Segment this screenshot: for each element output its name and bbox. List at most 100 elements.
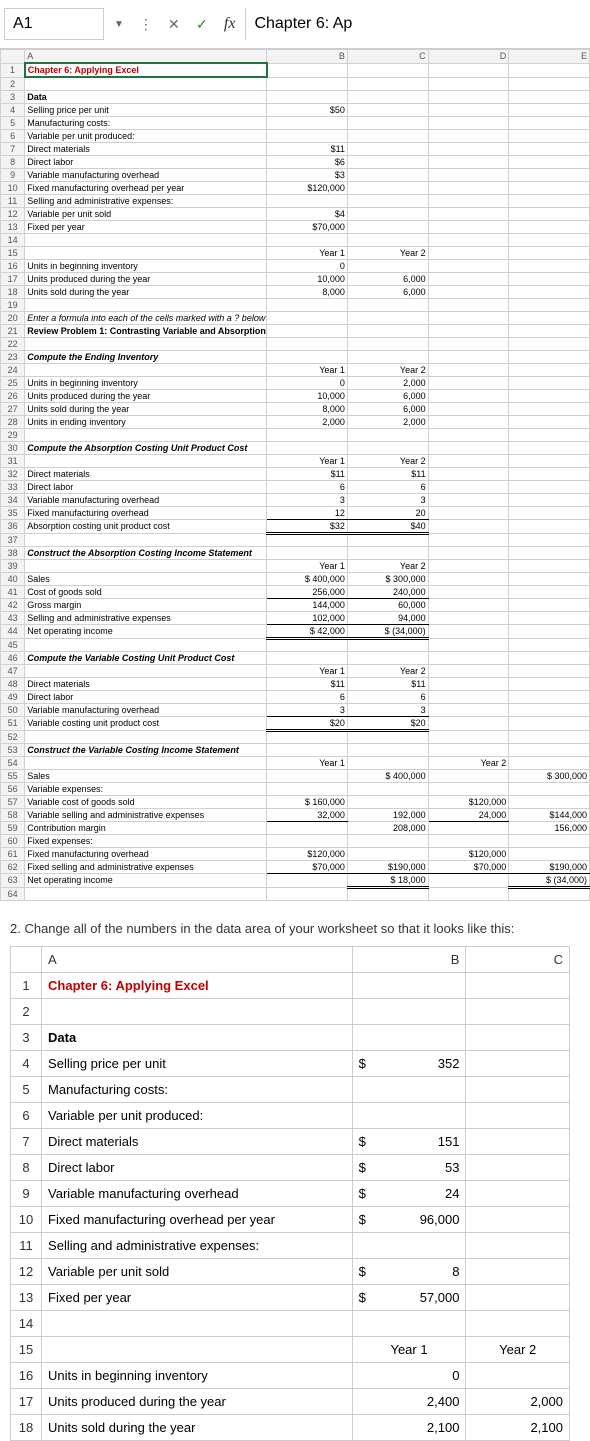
cell[interactable]: [428, 651, 509, 664]
cell[interactable]: $20: [267, 716, 348, 730]
cell[interactable]: [509, 834, 590, 847]
cell[interactable]: [509, 533, 590, 546]
cell[interactable]: 256,000: [267, 585, 348, 598]
row-header[interactable]: 30: [1, 441, 25, 454]
cell[interactable]: Variable manufacturing overhead: [25, 493, 267, 506]
cell[interactable]: [466, 1362, 570, 1388]
row-header[interactable]: 10: [11, 1206, 42, 1232]
cell[interactable]: [509, 389, 590, 402]
cell[interactable]: Year 2: [347, 246, 428, 259]
cell[interactable]: [428, 311, 509, 324]
cell[interactable]: [428, 168, 509, 181]
cell[interactable]: 6: [267, 480, 348, 493]
cell[interactable]: Units in beginning inventory: [42, 1362, 353, 1388]
cell[interactable]: [509, 480, 590, 493]
cell[interactable]: Sales: [25, 769, 267, 782]
row-header[interactable]: 13: [1, 220, 25, 233]
cell[interactable]: [428, 77, 509, 90]
cell[interactable]: $20: [347, 716, 428, 730]
row-header[interactable]: 18: [11, 1414, 42, 1440]
cell[interactable]: $352: [352, 1050, 466, 1076]
cell[interactable]: [352, 1232, 466, 1258]
cell[interactable]: [428, 129, 509, 142]
cell[interactable]: Fixed manufacturing overhead per year: [42, 1206, 353, 1232]
cell[interactable]: [347, 533, 428, 546]
cell[interactable]: Chapter 6: Applying Excel: [25, 63, 267, 77]
cell[interactable]: [267, 782, 348, 795]
cell[interactable]: $57,000: [352, 1284, 466, 1310]
cell[interactable]: $4: [267, 207, 348, 220]
cell[interactable]: [267, 769, 348, 782]
cell[interactable]: [267, 834, 348, 847]
cell[interactable]: [428, 207, 509, 220]
row-header[interactable]: 62: [1, 860, 25, 873]
cell[interactable]: [428, 743, 509, 756]
cell[interactable]: [509, 454, 590, 467]
cell[interactable]: $ 400,000: [347, 769, 428, 782]
cell[interactable]: Variable manufacturing overhead: [25, 168, 267, 181]
cell[interactable]: [466, 1128, 570, 1154]
cell[interactable]: [428, 585, 509, 598]
cell[interactable]: Units sold during the year: [25, 402, 267, 415]
cell[interactable]: 94,000: [347, 611, 428, 624]
cell[interactable]: [267, 651, 348, 664]
cell[interactable]: $190,000: [347, 860, 428, 873]
cell[interactable]: [428, 298, 509, 311]
row-header[interactable]: 23: [1, 350, 25, 363]
cell[interactable]: [428, 467, 509, 480]
row-header[interactable]: 22: [1, 337, 25, 350]
cell[interactable]: [347, 756, 428, 769]
cell[interactable]: [428, 155, 509, 168]
row-header[interactable]: 19: [1, 298, 25, 311]
cell[interactable]: [428, 389, 509, 402]
cell[interactable]: 192,000: [347, 808, 428, 821]
row-header[interactable]: 52: [1, 730, 25, 743]
cell[interactable]: [267, 63, 348, 77]
cell[interactable]: [428, 480, 509, 493]
cell[interactable]: [428, 834, 509, 847]
row-header[interactable]: 57: [1, 795, 25, 808]
cell[interactable]: Direct labor: [25, 690, 267, 703]
col-header[interactable]: A: [42, 946, 353, 972]
cell[interactable]: [428, 246, 509, 259]
cell[interactable]: [428, 546, 509, 559]
cell[interactable]: 240,000: [347, 585, 428, 598]
cell[interactable]: [509, 233, 590, 246]
row-header[interactable]: 7: [1, 142, 25, 155]
cell[interactable]: [347, 311, 428, 324]
cell[interactable]: $ 300,000: [509, 769, 590, 782]
cell[interactable]: 6,000: [347, 402, 428, 415]
cell[interactable]: [509, 363, 590, 376]
row-header[interactable]: 5: [1, 116, 25, 129]
cell[interactable]: $8: [352, 1258, 466, 1284]
cell[interactable]: [347, 155, 428, 168]
cell[interactable]: 6,000: [347, 389, 428, 402]
cell[interactable]: [25, 233, 267, 246]
cell[interactable]: [428, 493, 509, 506]
row-header[interactable]: 20: [1, 311, 25, 324]
cell[interactable]: Fixed per year: [42, 1284, 353, 1310]
cell[interactable]: Units sold during the year: [25, 285, 267, 298]
cell[interactable]: [267, 638, 348, 651]
cell[interactable]: [428, 441, 509, 454]
cell[interactable]: [509, 272, 590, 285]
cell[interactable]: [428, 402, 509, 415]
worksheet-small[interactable]: A B C D E 1Chapter 6: Applying Excel23Da…: [0, 49, 590, 901]
cell[interactable]: [267, 730, 348, 743]
cell[interactable]: [509, 90, 590, 103]
cell[interactable]: [509, 611, 590, 624]
cell[interactable]: 6,000: [347, 285, 428, 298]
cell[interactable]: [509, 664, 590, 677]
cell[interactable]: $120,000: [267, 181, 348, 194]
row-header[interactable]: 17: [11, 1388, 42, 1414]
cell[interactable]: [267, 350, 348, 363]
row-header[interactable]: 35: [1, 506, 25, 519]
row-header[interactable]: 49: [1, 690, 25, 703]
cell[interactable]: Fixed manufacturing overhead: [25, 847, 267, 860]
cell[interactable]: $ 18,000: [347, 873, 428, 887]
row-header[interactable]: 42: [1, 598, 25, 611]
cell[interactable]: [466, 1258, 570, 1284]
cell[interactable]: Units in beginning inventory: [25, 259, 267, 272]
cell[interactable]: [466, 1310, 570, 1336]
cell[interactable]: [509, 155, 590, 168]
